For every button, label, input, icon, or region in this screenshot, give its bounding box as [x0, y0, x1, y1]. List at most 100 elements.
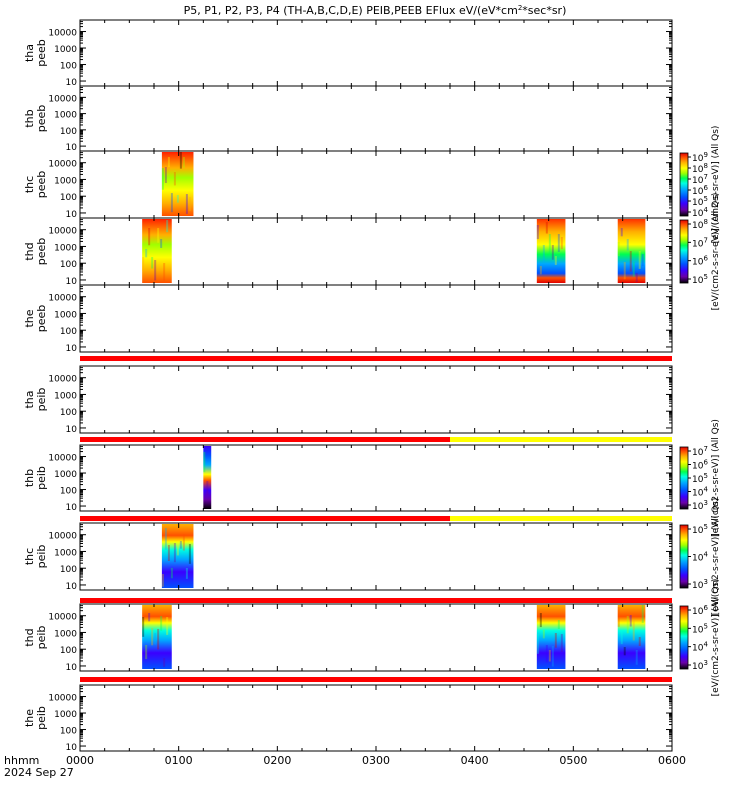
y-tick-label: 10	[66, 143, 78, 153]
colorbar-tick-label: 106	[692, 459, 708, 472]
spectrogram-texture	[161, 574, 164, 587]
spectrogram-texture	[185, 568, 188, 579]
spectrogram-block	[142, 219, 172, 283]
spectrogram-texture	[536, 225, 539, 240]
spectrogram-texture	[635, 650, 638, 665]
panel-background	[80, 285, 672, 352]
colorbar-tick-label: 105	[692, 273, 708, 286]
colorbar-tick-label: 107	[692, 173, 708, 186]
quality-bar-segment	[80, 516, 450, 521]
colorbar-tick-label: 103	[692, 499, 708, 512]
spectrogram-texture	[551, 245, 554, 260]
panel-the-peib: 10 100 1000 10000 the peib	[23, 684, 673, 753]
spectrogram-texture	[632, 262, 635, 277]
panel-label-instrument: peeb	[35, 39, 48, 67]
colorbar-label: [eV/(cm2-s-sr-eV)] (All Qs)	[711, 126, 721, 244]
y-tick-label: 100	[60, 565, 77, 575]
y-tick-label: 10000	[48, 375, 77, 385]
panel-label-probe: thd	[23, 628, 36, 646]
spectrogram-texture	[560, 237, 563, 250]
spectrogram-texture	[206, 481, 209, 496]
y-tick-label: 100	[60, 727, 77, 737]
panel-label-probe: tha	[23, 390, 36, 408]
colorbar-tick-label: 105	[692, 195, 708, 208]
y-tick-label: 1000	[54, 176, 77, 186]
spectrogram-texture	[623, 262, 626, 280]
colorbar-tick-label: 104	[692, 206, 708, 219]
panel-label-probe: thc	[23, 176, 36, 193]
colorbar-tick-label: 105	[692, 523, 708, 536]
y-tick-label: 100	[60, 487, 77, 497]
spectrogram-texture	[617, 242, 620, 257]
quality-bar-segment	[450, 516, 672, 521]
y-tick-label: 10000	[48, 294, 77, 304]
spectrogram-texture	[560, 634, 563, 652]
spectrogram-texture	[173, 172, 176, 186]
colorbar-tick-label: 104	[692, 551, 708, 564]
spectrogram-texture	[545, 222, 548, 234]
spectrogram-texture	[145, 645, 148, 660]
colorbar-tick-label: 104	[692, 486, 708, 499]
spectrogram-texture	[188, 544, 191, 564]
spectrogram-texture	[142, 257, 145, 272]
panel-background	[80, 445, 672, 511]
y-tick-label: 100	[60, 193, 77, 203]
colorbar-label: [eV/(cm2-s-sr-eV)] (All Qs)	[711, 193, 721, 311]
title-sup: 2	[518, 4, 522, 12]
spectrogram-texture	[536, 634, 539, 654]
x-tick-label: 0400	[461, 754, 489, 767]
spectrogram-texture	[542, 245, 545, 263]
spectrogram-texture	[557, 620, 560, 629]
panel-thc-peib: 10 100 1000 10000 thc peib	[23, 522, 673, 603]
y-tick-label: 10000	[48, 160, 77, 170]
y-tick-label: 1000	[54, 111, 77, 121]
spectrogram-texture	[638, 251, 641, 269]
panel-label-probe: thb	[23, 469, 36, 487]
spectrogram-texture	[182, 534, 185, 551]
spectrogram-texture	[545, 645, 548, 663]
spectrogram-texture	[170, 193, 173, 213]
spectrogram-texture	[167, 545, 170, 561]
y-tick-label: 1000	[54, 45, 77, 55]
colorbar-label: [eV/(cm2-s-sr-eV)] (All Qs)	[711, 498, 721, 616]
y-tick-label: 10	[66, 503, 78, 513]
x-axis-date: 2024 Sep 27	[4, 766, 74, 779]
y-tick-label: 1000	[54, 470, 77, 480]
y-tick-label: 1000	[54, 548, 77, 558]
spectrogram-texture	[554, 256, 557, 265]
panel-label-instrument: peib	[35, 466, 48, 490]
x-tick-label: 0000	[66, 754, 94, 767]
panel-label-instrument: peib	[35, 626, 48, 650]
y-tick-label: 10	[66, 425, 78, 435]
panel-label-probe: thb	[23, 109, 36, 127]
y-tick-label: 10	[66, 582, 78, 592]
spectrogram-texture	[170, 568, 173, 579]
colorbar-tick-label: 108	[692, 162, 708, 175]
colorbar-gradient	[679, 605, 689, 670]
spectrogram-texture	[176, 542, 179, 556]
spectrogram-texture	[557, 234, 560, 252]
spectrogram-block	[536, 605, 566, 669]
y-tick-label: 10000	[48, 94, 77, 104]
panel-thb-peib: 10 100 1000 10000 thb peib	[23, 444, 673, 521]
panel-label-probe: tha	[23, 44, 36, 62]
spectrogram-texture	[142, 617, 145, 637]
spectrogram-texture	[203, 452, 206, 473]
spectrogram-block	[161, 152, 194, 216]
panel-label-instrument: peeb	[35, 238, 48, 266]
spectrogram-texture	[626, 239, 629, 251]
colorbar-tick-label: 106	[692, 184, 708, 197]
colorbar-tick-label: 107	[692, 236, 708, 249]
spectrogram-texture	[188, 197, 191, 212]
y-tick-label: 10000	[48, 29, 77, 39]
spectrogram-texture	[623, 647, 626, 656]
spectrogram-texture	[641, 254, 644, 267]
spectrogram-texture	[635, 273, 638, 282]
spectrogram-texture	[154, 633, 157, 645]
spectrogram-texture	[548, 234, 551, 255]
y-tick-label: 100	[60, 127, 77, 137]
